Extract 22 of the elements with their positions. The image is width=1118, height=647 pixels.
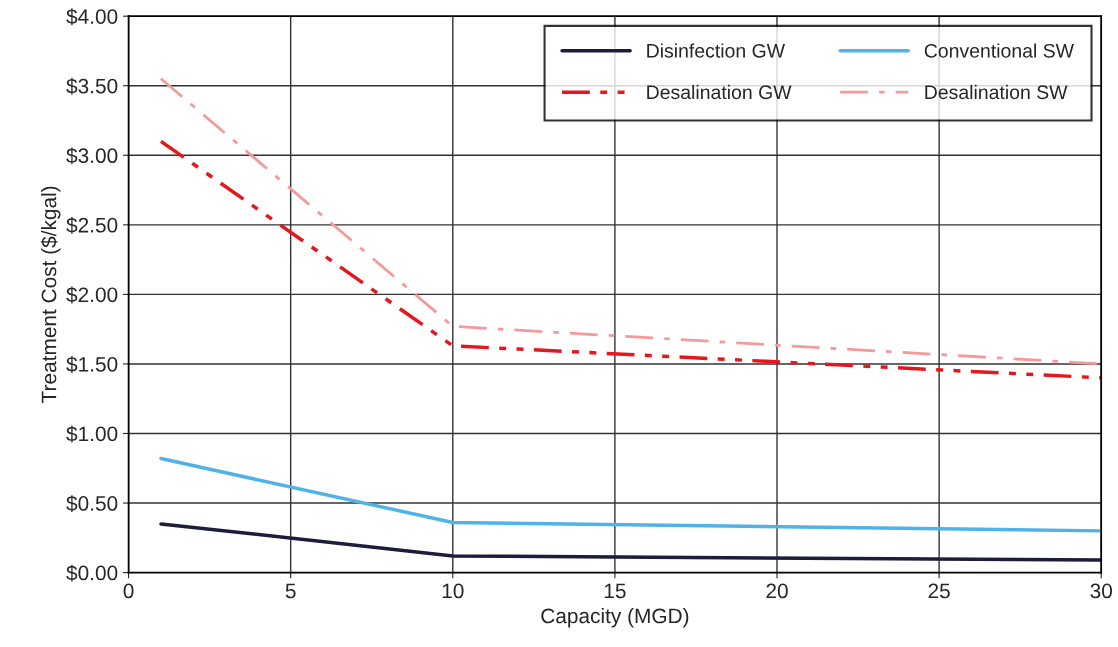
x-tick-label: 25 <box>928 583 950 599</box>
y-tick-label: $3.50 <box>66 77 118 95</box>
x-tick-label: 30 <box>1090 583 1112 599</box>
y-tick-label: $1.00 <box>66 425 118 443</box>
legend-label: Disinfection GW <box>647 43 785 58</box>
y-tick-label: $3.00 <box>66 147 118 165</box>
legend-label: Desalination SW <box>925 84 1068 100</box>
y-tick-label: $2.00 <box>66 286 118 304</box>
legend-label: Conventional SW <box>924 43 1074 58</box>
x-tick-label: 5 <box>285 583 296 599</box>
y-tick-label: $1.50 <box>66 356 118 373</box>
x-tick-label: 0 <box>123 583 134 599</box>
x-tick-label: 10 <box>442 583 464 599</box>
y-tick-label: $2.50 <box>66 216 118 234</box>
y-tick-label: $0.50 <box>66 495 118 513</box>
y-tick-label: $0.00 <box>66 564 118 582</box>
legend-label: Desalination GW <box>647 84 792 100</box>
x-tick-label: 15 <box>604 583 626 599</box>
y-tick-label: $4.00 <box>66 8 118 26</box>
x-axis-title: Capacity (MGD) <box>541 607 689 628</box>
x-tick-label: 20 <box>766 583 788 599</box>
y-axis-title: Treatment Cost ($/kgal) <box>40 186 61 403</box>
